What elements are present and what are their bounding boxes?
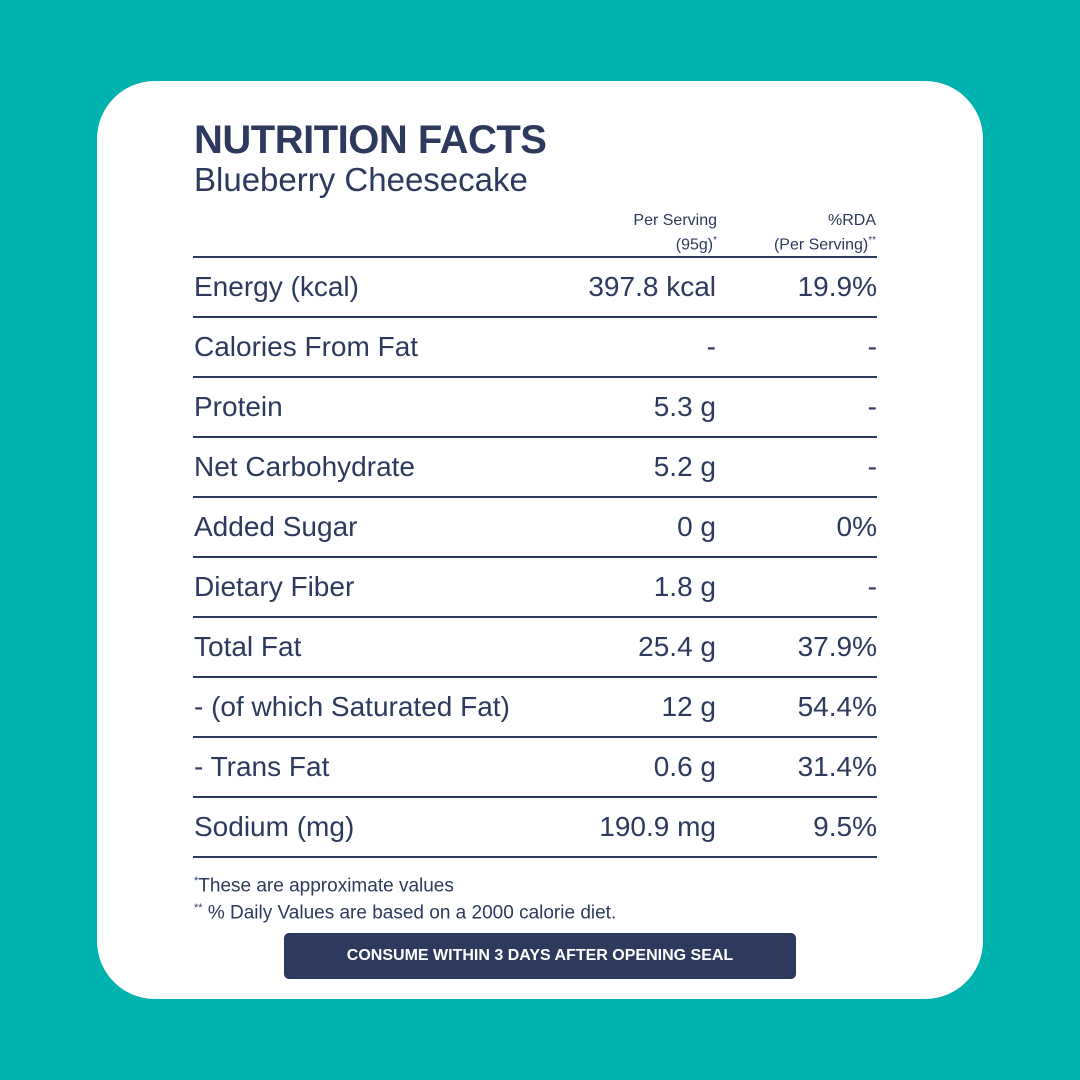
nutrient-name: Dietary Fiber	[194, 571, 355, 602]
nutrient-rda: -	[867, 451, 877, 482]
nutrition-facts-title: NUTRITION FACTS	[194, 118, 547, 162]
footnote-mark-2: **	[194, 902, 203, 915]
nutrient-rda: -	[867, 571, 877, 602]
rda-per-serving-text: (Per Serving)	[773, 236, 869, 254]
nutrient-name: Energy (kcal)	[194, 271, 359, 302]
serving-footnote-mark: *	[713, 235, 717, 246]
per-serving-label: Per Serving	[633, 212, 717, 229]
footnote-daily-values: ** % Daily Values are based on a 2000 ca…	[194, 897, 616, 924]
serving-size-label: (95g)*	[633, 231, 717, 255]
nutrient-rda: -	[867, 391, 877, 422]
nutrient-name: Total Fat	[194, 631, 302, 662]
table-row: Energy (kcal) 397.8 kcal 19.9%	[193, 256, 877, 316]
table-row: Protein 5.3 g -	[193, 376, 877, 436]
rda-footnote-mark: **	[868, 235, 876, 246]
rda-header: %RDA (Per Serving)**	[774, 211, 876, 255]
nutrient-rda: 9.5%	[813, 811, 877, 842]
table-row: - Trans Fat 0.6 g 31.4%	[193, 736, 877, 796]
nutrition-table: Energy (kcal) 397.8 kcal 19.9% Calories Fro…	[193, 256, 877, 858]
nutrient-name: Protein	[194, 391, 283, 422]
nutrient-amount: 5.3 g	[653, 391, 716, 422]
table-row: Calories From Fat - -	[193, 316, 877, 376]
nutrient-rda: 0%	[836, 511, 877, 542]
table-row: Dietary Fiber 1.8 g -	[193, 556, 877, 616]
nutrient-name: Calories From Fat	[194, 331, 419, 362]
nutrient-amount: 0 g	[677, 511, 716, 542]
footnote-mark-1: *	[194, 875, 199, 887]
table-row: Net Carbohydrate 5.2 g -	[193, 436, 877, 496]
footnotes: *These are approximate values ** % Daily…	[194, 870, 616, 925]
footnote-daily-values-text: % Daily Values are based on a 2000 calor…	[202, 902, 617, 924]
nutrient-amount: 12 g	[661, 691, 717, 722]
nutrient-name: Sodium (mg)	[194, 811, 355, 842]
nutrient-amount: 0.6 g	[653, 751, 716, 782]
nutrition-card	[97, 81, 983, 999]
nutrient-amount: 25.4 g	[638, 631, 716, 662]
nutrient-rda: -	[867, 331, 877, 362]
nutrient-amount: 5.2 g	[653, 451, 716, 482]
nutrient-amount: -	[706, 331, 716, 362]
table-row: - (of which Saturated Fat) 12 g 54.4%	[193, 676, 877, 736]
storage-banner: CONSUME WITHIN 3 DAYS AFTER OPENING SEAL	[284, 933, 796, 979]
nutrient-rda: 37.9%	[797, 631, 877, 662]
nutrient-name: - Trans Fat	[194, 751, 330, 782]
nutrient-amount: 1.8 g	[653, 571, 716, 602]
footnote-approximate-text: These are approximate values	[198, 875, 454, 897]
nutrient-rda: 19.9%	[797, 271, 877, 302]
table-row: Total Fat 25.4 g 37.9%	[193, 616, 877, 676]
rda-per-serving-label: (Per Serving)**	[774, 231, 876, 255]
footnote-approximate: *These are approximate values	[194, 870, 616, 897]
table-row: Sodium (mg) 190.9 mg 9.5%	[193, 796, 877, 858]
nutrient-amount: 397.8 kcal	[588, 271, 716, 302]
table-row: Added Sugar 0 g 0%	[193, 496, 877, 556]
nutrient-rda: 31.4%	[797, 751, 877, 782]
rda-label: %RDA	[827, 212, 876, 229]
nutrient-name: Added Sugar	[194, 511, 358, 542]
nutrient-name: Net Carbohydrate	[194, 451, 416, 482]
nutrient-amount: 190.9 mg	[599, 811, 716, 842]
nutrient-rda: 54.4%	[797, 691, 877, 722]
serving-size-text: (95g)	[675, 236, 714, 254]
nutrient-name: - (of which Saturated Fat)	[194, 691, 510, 722]
per-serving-header: Per Serving (95g)*	[633, 211, 717, 255]
product-name: Blueberry Cheesecake	[194, 161, 528, 198]
